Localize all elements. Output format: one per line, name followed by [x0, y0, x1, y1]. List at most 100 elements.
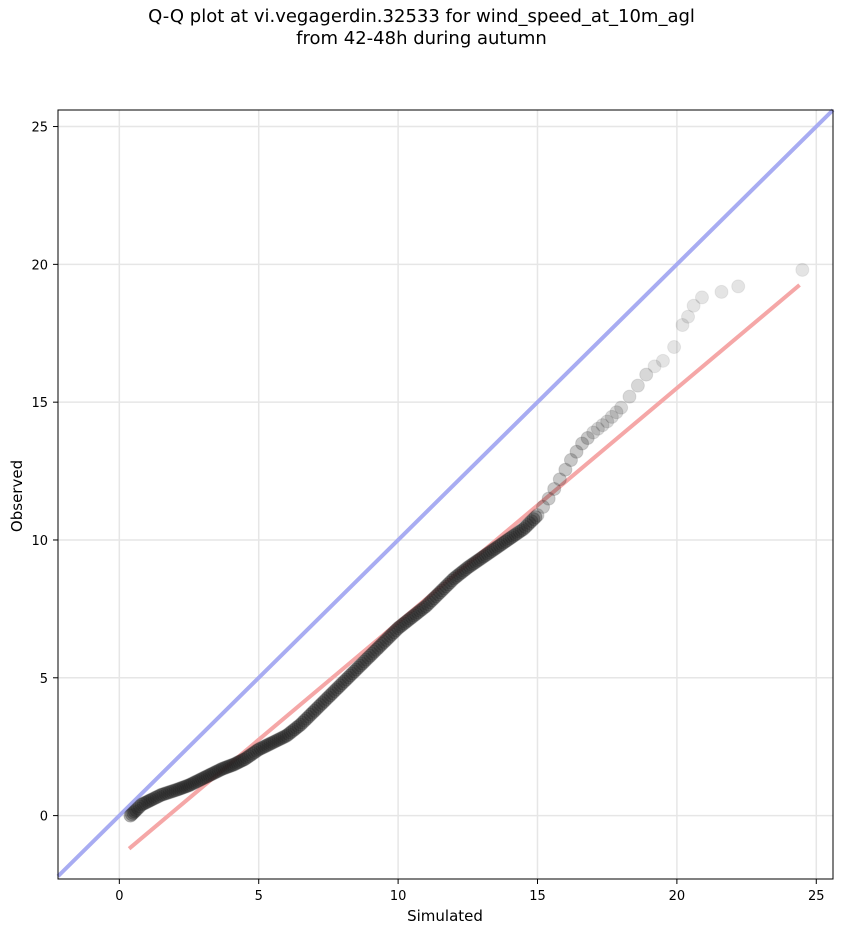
quantile-point [409, 607, 424, 622]
quantile-point [476, 549, 491, 564]
quantile-point [235, 753, 250, 768]
quantile-point [590, 421, 605, 436]
quantile-point [279, 728, 294, 743]
quantile-point [337, 674, 352, 689]
quantile-point [524, 514, 539, 529]
quantile-point [315, 695, 330, 710]
quantile-point [686, 298, 701, 313]
identity-line [56, 108, 835, 878]
chart-title-line-2: from 42-48h during autumn [296, 28, 547, 49]
quantile-point [191, 773, 206, 788]
quantile-point [401, 613, 416, 628]
quantile-point [492, 538, 507, 553]
quantile-point [351, 660, 366, 675]
quantile-point [273, 731, 288, 746]
quantile-point [655, 353, 670, 368]
quantile-point [393, 619, 408, 634]
quantile-point [600, 414, 615, 429]
quantile-point [152, 788, 167, 803]
quantile-point [413, 603, 428, 618]
quantile-point [297, 713, 312, 728]
quantile-point [397, 616, 412, 631]
quantile-point [508, 527, 523, 542]
quantile-point [307, 703, 322, 718]
y-tick-label: 5 [40, 672, 48, 687]
quantile-point [345, 666, 360, 681]
quantile-point [162, 785, 177, 800]
quantile-point [127, 804, 142, 819]
quantile-point [132, 799, 147, 814]
quantile-point [438, 579, 453, 594]
quantile-point [325, 686, 340, 701]
quantile-point [154, 787, 169, 802]
x-tick-label: 15 [529, 889, 546, 904]
quantile-point [170, 782, 185, 797]
quantile-point [265, 735, 280, 750]
quantile-point [136, 796, 151, 811]
quantile-point [667, 340, 682, 355]
quantile-point [440, 577, 455, 592]
y-tick-label: 10 [31, 534, 48, 549]
quantile-point [158, 786, 173, 801]
reference-lines [56, 108, 835, 878]
x-tick-label: 5 [255, 889, 263, 904]
quantile-point [176, 780, 191, 795]
quantile-point [124, 807, 139, 822]
quantile-point [464, 557, 479, 572]
quantile-point [614, 400, 629, 415]
quantile-point [329, 682, 344, 697]
quantile-point [575, 436, 590, 451]
quantile-point [257, 739, 272, 754]
quantile-point [389, 623, 404, 638]
quantile-point [474, 550, 489, 565]
quantile-point [311, 699, 326, 714]
quantile-point [563, 453, 578, 468]
quantile-point [249, 743, 264, 758]
quantile-point [528, 510, 543, 525]
quantile-point [319, 692, 334, 707]
quantile-point [333, 678, 348, 693]
quantile-point [405, 610, 420, 625]
quantile-point [456, 563, 471, 578]
quantile-point [569, 444, 584, 459]
quantile-point [303, 707, 318, 722]
quantile-point [209, 764, 224, 779]
quantile-point [226, 757, 241, 772]
quantile-point [193, 772, 208, 787]
quantile-point [357, 654, 372, 669]
quantile-point [185, 776, 200, 791]
axis-ticks: 0 5 10 15 20 25 0 5 10 15 20 25 [31, 121, 824, 904]
quantile-point [182, 778, 197, 793]
quantile-point [486, 542, 501, 557]
quantile-point [454, 565, 469, 580]
quantile-point [371, 640, 386, 655]
quantile-point [444, 573, 459, 588]
quantile-point [339, 672, 354, 687]
quantile-point [436, 581, 451, 596]
quantile-point [522, 516, 537, 531]
quantile-point [224, 758, 239, 773]
quantile-point [675, 317, 690, 332]
quantile-point [180, 778, 195, 793]
quantile-point [426, 591, 441, 606]
quantile-point [347, 664, 362, 679]
quantile-point [647, 359, 662, 374]
quantile-point [512, 524, 527, 539]
quantile-point [450, 568, 465, 583]
y-axis-label: Observed [8, 460, 26, 532]
quantile-point [731, 279, 746, 294]
quantile-point [363, 648, 378, 663]
quantile-point [424, 593, 439, 608]
quantile-point [271, 732, 286, 747]
quantile-point [496, 535, 511, 550]
quantile-point [484, 544, 499, 559]
quantile-point [468, 555, 483, 570]
quantile-point [500, 532, 515, 547]
quantile-point [506, 528, 521, 543]
quantile-point [430, 587, 445, 602]
quantile-point [196, 770, 211, 785]
quantile-point [558, 462, 573, 477]
quantile-point [243, 747, 258, 762]
x-tick-label: 0 [115, 889, 123, 904]
